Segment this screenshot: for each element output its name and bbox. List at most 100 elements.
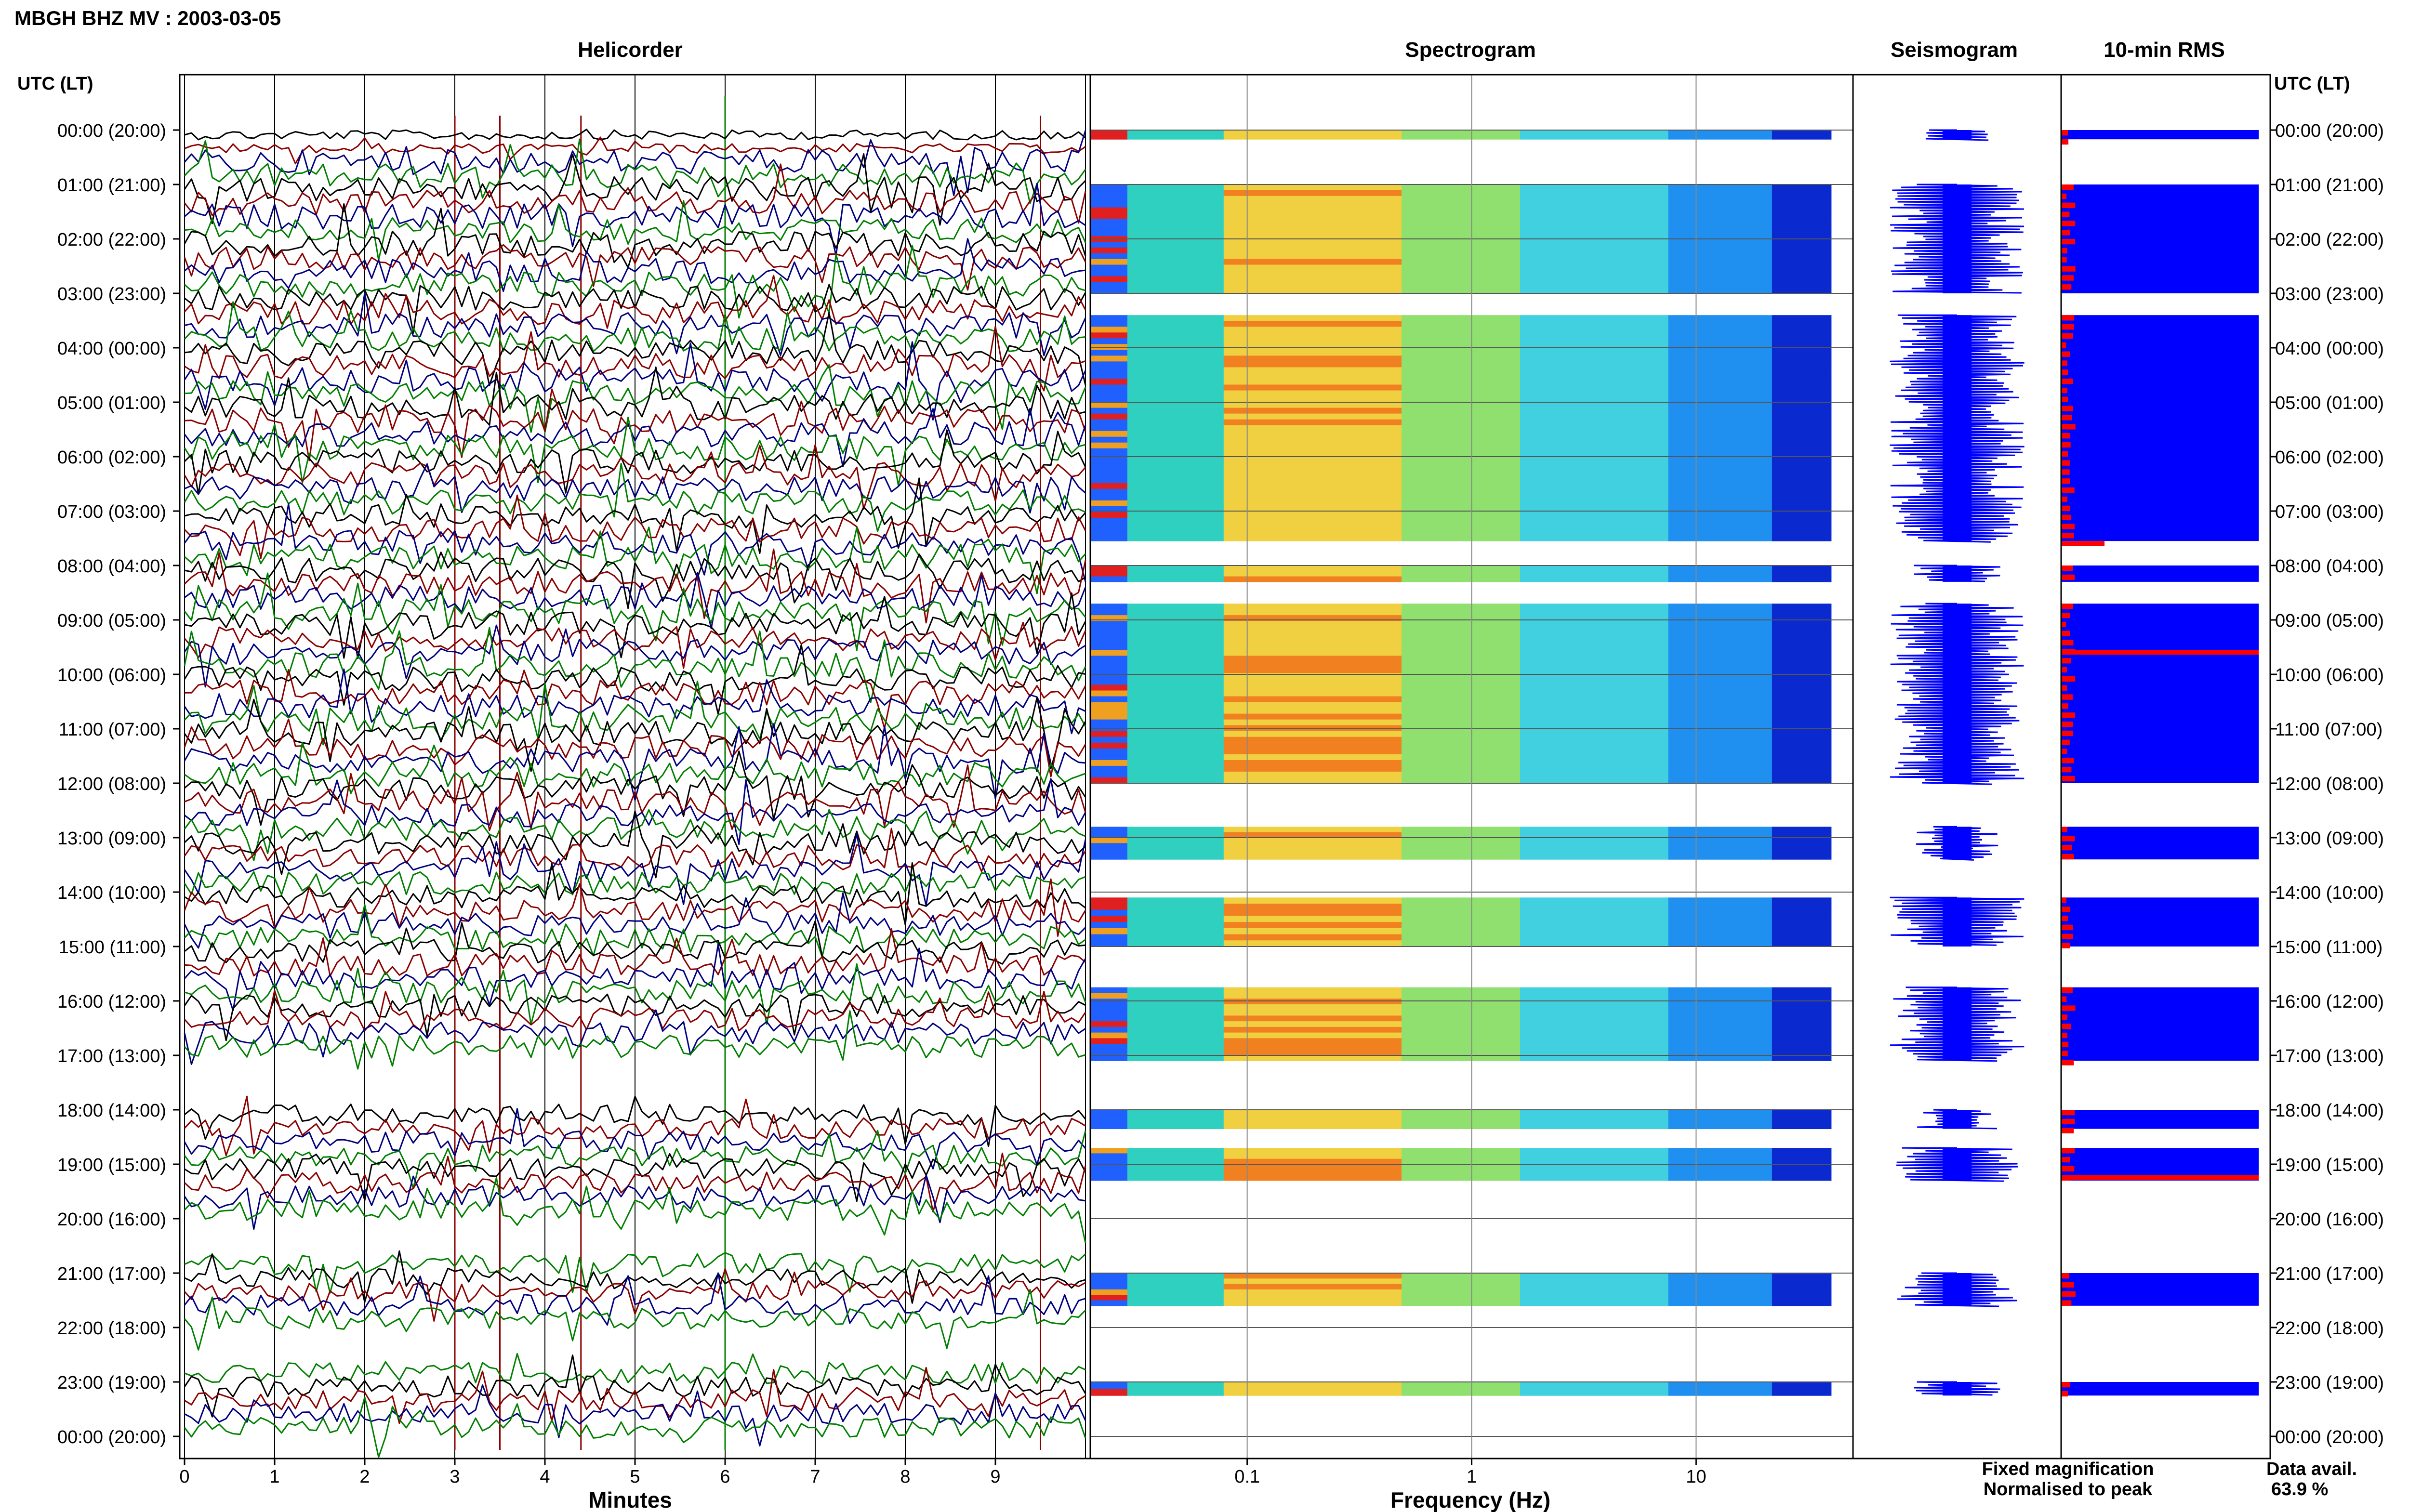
spectrogram-cell (1772, 748, 1832, 755)
helicorder-trace (184, 1130, 1086, 1189)
spectrogram-cell (1772, 1044, 1832, 1050)
spectrogram-cell (1127, 477, 1224, 484)
spectrogram-cell (1223, 315, 1402, 321)
spectrogram-cell (1520, 1049, 1669, 1056)
spectrogram-cell (1223, 1389, 1402, 1396)
rms-fixed-bar (2061, 604, 2259, 783)
spectrogram-cell (1520, 190, 1669, 197)
spectrogram-cell (1401, 725, 1521, 732)
spectrogram-cell (1772, 344, 1832, 350)
rms-normalised-bar (2061, 514, 2071, 520)
rms-normalised-bar (2061, 130, 2068, 136)
spectrogram-cell (1401, 748, 1521, 755)
helicorder-trace (184, 1009, 1086, 1065)
helicorder-trace (184, 341, 1086, 421)
spectrogram-cell (1223, 402, 1402, 408)
spectrogram-cell (1520, 379, 1669, 385)
spectrogram-cell (1127, 1010, 1224, 1016)
spectrogram-cell (1668, 661, 1773, 668)
spectrogram-cell (1223, 196, 1402, 202)
seismogram-trace (1890, 184, 2025, 294)
spectrogram-cell (1520, 384, 1669, 391)
spectrogram-cell (1401, 402, 1521, 408)
spectrogram-cell (1223, 609, 1402, 616)
spectrogram-cell (1401, 650, 1521, 656)
spectrogram-cell (1668, 684, 1773, 691)
spectrogram-cell (1772, 184, 1832, 191)
spectrogram-cell (1401, 1049, 1521, 1056)
helicorder-title: Helicorder (578, 38, 683, 62)
spectrogram-cell (1223, 396, 1402, 403)
helicorder-trace (184, 1010, 1086, 1070)
spectrogram-cell (1401, 241, 1521, 248)
spectrogram-cell (1223, 373, 1402, 379)
seismogram-core (1943, 987, 1972, 1061)
spectrogram-cell (1090, 465, 1128, 472)
spectrogram-cell (1668, 1158, 1773, 1165)
spectrogram-cell (1127, 1032, 1224, 1039)
rms-normalised-bar (2061, 1110, 2075, 1116)
spectrogram-cell (1772, 609, 1832, 616)
spectrogram-cell (1401, 448, 1521, 455)
spectrogram-cell (1668, 760, 1773, 766)
spectrogram-cell (1401, 361, 1521, 368)
spectrogram-cell (1223, 288, 1402, 294)
spectrogram-cell (1668, 259, 1773, 265)
spectrogram-cell (1668, 940, 1773, 947)
spectrogram-cell (1668, 1010, 1773, 1016)
spectrogram-cell (1223, 754, 1402, 761)
spectrogram-cell (1401, 512, 1521, 518)
seismogram-core (1943, 897, 1972, 947)
spectrogram-cell (1127, 604, 1224, 610)
spectrogram-cell (1127, 241, 1224, 248)
spectrogram-cell (1127, 431, 1224, 437)
spectrogram-cell (1223, 928, 1402, 935)
spectrogram-cell (1223, 650, 1402, 656)
rms-normalised-bar (2061, 730, 2073, 736)
spectrogram-cell (1401, 529, 1521, 536)
spectrogram-cell (1401, 535, 1521, 541)
spectrogram-cell (1223, 1055, 1402, 1061)
spectrogram-cell (1668, 848, 1773, 855)
rms-normalised-bar (2061, 333, 2073, 339)
time-tick-label-right: 15:00 (11:00) (2275, 937, 2383, 958)
spectrogram-cell (1668, 524, 1773, 530)
seismogram-panel (1890, 129, 2025, 1396)
seismogram-core (1943, 130, 1972, 140)
seismogram-core (1943, 1273, 1972, 1306)
spectrogram-cell (1520, 713, 1669, 720)
spectrogram-cell (1772, 373, 1832, 379)
spectrogram-cell (1520, 224, 1669, 231)
spectrogram-cell (1127, 390, 1224, 397)
spectrogram-cell (1668, 1110, 1773, 1117)
spectrogram-cell (1668, 471, 1773, 478)
spectrogram-cell (1520, 725, 1669, 732)
spectrogram-cell (1520, 609, 1669, 616)
spectrogram-cell (1223, 748, 1402, 755)
spectrogram-cell (1090, 922, 1128, 929)
spectrogram-cell (1090, 396, 1128, 403)
spectrogram-cell (1520, 999, 1669, 1005)
rms-normalised-bar (2061, 1118, 2075, 1125)
time-tick-label-right: 10:00 (06:00) (2275, 665, 2384, 685)
spectrogram-cell (1090, 765, 1128, 772)
spectrogram-cell (1668, 667, 1773, 673)
spectrogram-cell (1090, 731, 1128, 737)
rms-normalised-bar (2061, 184, 2074, 190)
time-tick-label-left: 03:00 (23:00) (57, 284, 166, 304)
spectrogram-cell (1223, 184, 1402, 191)
spectrogram-cell (1127, 247, 1224, 254)
time-tick-label-left: 04:00 (00:00) (57, 339, 166, 359)
spectrogram-cell (1520, 638, 1669, 644)
rms-normalised-bar (2061, 1300, 2072, 1306)
spectrogram-cell (1772, 725, 1832, 732)
rms-normalised-bar (2061, 442, 2071, 448)
spectrogram-cell (1090, 1010, 1128, 1016)
spectrogram-cell (1772, 338, 1832, 344)
spectrogram-cell (1668, 500, 1773, 507)
spectrogram-cell (1223, 571, 1402, 577)
spectrogram-cell (1223, 656, 1402, 662)
spectrogram-cell (1401, 1295, 1521, 1301)
spectrogram-cell (1772, 500, 1832, 507)
spectrogram-cell (1090, 448, 1128, 455)
